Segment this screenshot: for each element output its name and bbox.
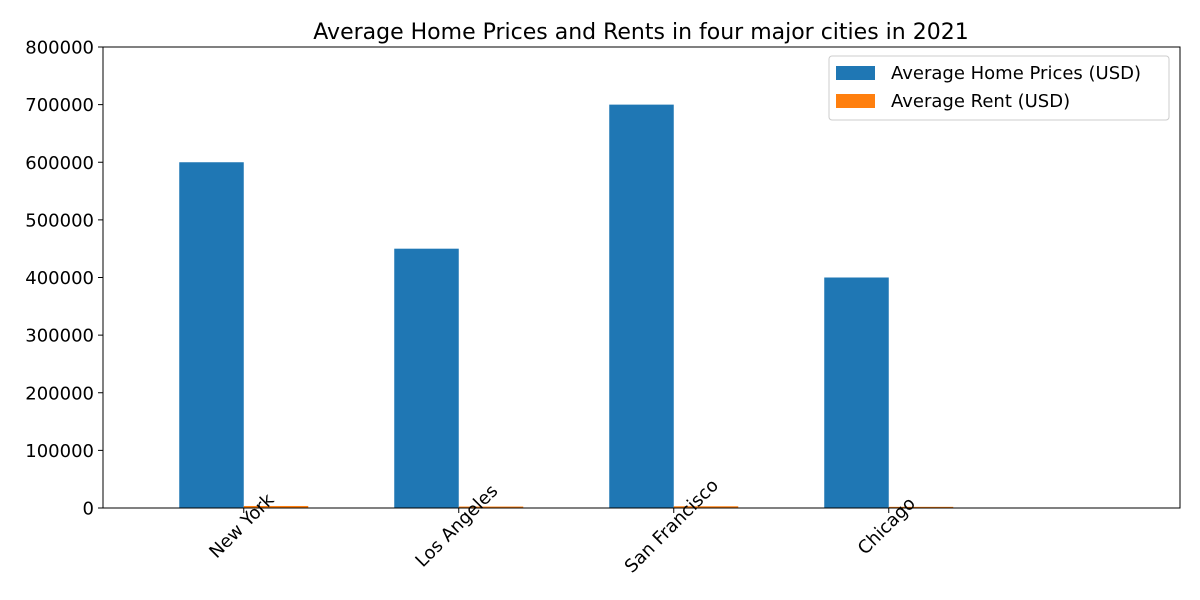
bar-rent xyxy=(673,506,739,508)
legend-label: Average Home Prices (USD) xyxy=(891,63,1141,84)
y-tick-label: 300000 xyxy=(25,326,94,347)
x-axis: New York Los Angeles San Francisco Chicago xyxy=(205,475,920,577)
legend-label: Average Rent (USD) xyxy=(891,91,1070,112)
plot-frame xyxy=(102,46,1181,509)
bars xyxy=(179,104,954,508)
bar-rent xyxy=(888,506,954,508)
bar-home-price xyxy=(394,248,459,508)
y-tick-label: 500000 xyxy=(25,210,94,231)
y-tick-label: 200000 xyxy=(25,383,94,404)
legend: Average Home Prices (USD) Average Rent (U… xyxy=(828,55,1170,121)
y-tick-label: 800000 xyxy=(25,38,94,59)
y-tick-label: 0 xyxy=(83,499,94,520)
bar-rent xyxy=(458,506,524,508)
legend-swatch xyxy=(836,94,875,108)
bar-rent xyxy=(243,505,309,508)
y-tick-label: 100000 xyxy=(25,441,94,462)
y-axis: 0 100000 200000 300000 400000 500000 600000 700… xyxy=(25,38,103,520)
chart-title: Average Home Prices and Rents in four ma… xyxy=(313,20,968,45)
bar-home-price xyxy=(179,162,244,508)
legend-swatch xyxy=(836,66,875,80)
bar-home-price xyxy=(609,104,674,508)
bar-home-price xyxy=(824,277,889,508)
y-tick-label: 600000 xyxy=(25,153,94,174)
y-tick-label: 700000 xyxy=(25,95,94,116)
y-tick-label: 400000 xyxy=(25,268,94,289)
legend-box xyxy=(828,55,1170,121)
